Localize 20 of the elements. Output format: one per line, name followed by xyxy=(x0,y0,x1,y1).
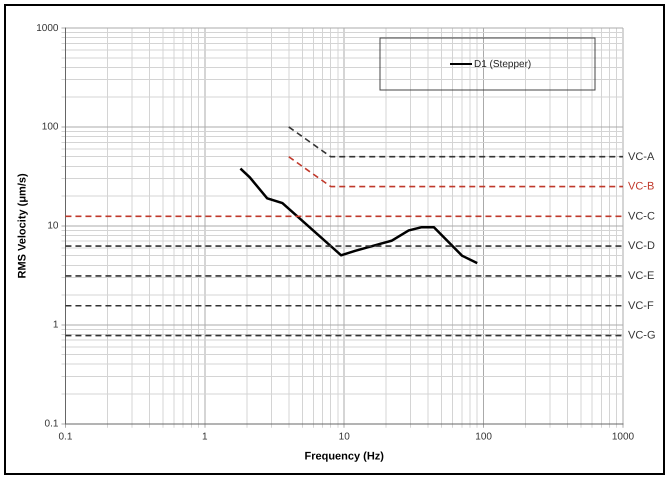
legend-label: D1 (Stepper) xyxy=(474,58,532,70)
series-label: VC-A xyxy=(628,150,655,163)
y-tick-label: 1000 xyxy=(36,22,59,34)
y-tick-label: 100 xyxy=(42,122,59,133)
ref-line-label: VC-C xyxy=(628,210,655,222)
ref-line-label: VC-E xyxy=(628,270,654,282)
x-tick-label: 0.1 xyxy=(58,432,73,443)
x-tick-label: 1 xyxy=(202,432,208,443)
ref-line-label: VC-D xyxy=(628,240,655,252)
y-tick-label: 10 xyxy=(47,220,59,232)
x-tick-label: 1000 xyxy=(612,432,635,443)
series-label: VC-B xyxy=(628,180,654,193)
ref-line-label: VC-G xyxy=(628,330,656,342)
y-tick-label: 1 xyxy=(52,320,59,331)
x-tick-label: 10 xyxy=(338,432,350,443)
y-axis-title: RMS Velocity (μm/s) xyxy=(16,172,29,278)
x-tick-label: 100 xyxy=(475,432,492,443)
ref-line-label: VC-F xyxy=(628,300,654,312)
x-axis-title: Frequency (Hz) xyxy=(304,450,384,462)
y-tick-label: 0.1 xyxy=(44,418,59,430)
